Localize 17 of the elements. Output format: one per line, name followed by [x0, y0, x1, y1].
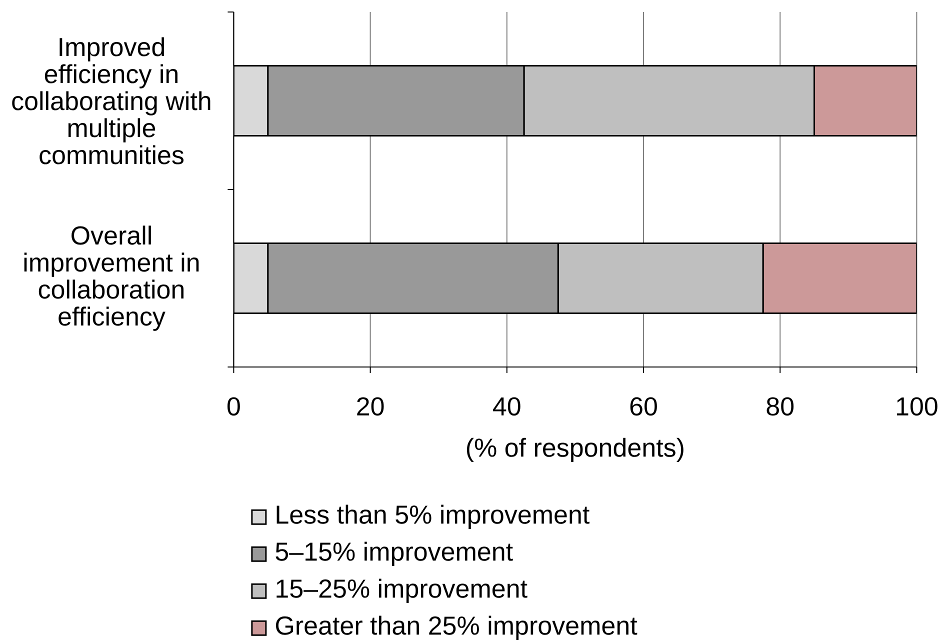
x-tick-label: 20	[357, 397, 384, 416]
legend-label: 15–25% improvement	[276, 578, 528, 603]
y-tick-label: Overall improvement in collaboration efficiency	[24, 226, 199, 331]
legend-label: 5–15% improvement	[276, 542, 513, 566]
x-axis-title: (% of respondents)	[466, 438, 684, 462]
bar	[234, 242, 269, 314]
bar	[814, 65, 917, 136]
legend-label: Greater than 25% improvement	[276, 616, 638, 640]
bar	[234, 65, 269, 136]
legend-label: Less than 5% improvement	[276, 504, 590, 529]
x-tick-label: 80	[766, 397, 794, 416]
x-tick-label: 0	[227, 397, 240, 416]
y-tick-label: Improved efficiency in collaborating with multiple communities	[12, 37, 210, 164]
x-tick-label: 40	[493, 397, 520, 416]
x-tick-label: 100	[896, 397, 938, 416]
bar	[762, 242, 917, 314]
x-tick-label: 60	[630, 397, 657, 416]
